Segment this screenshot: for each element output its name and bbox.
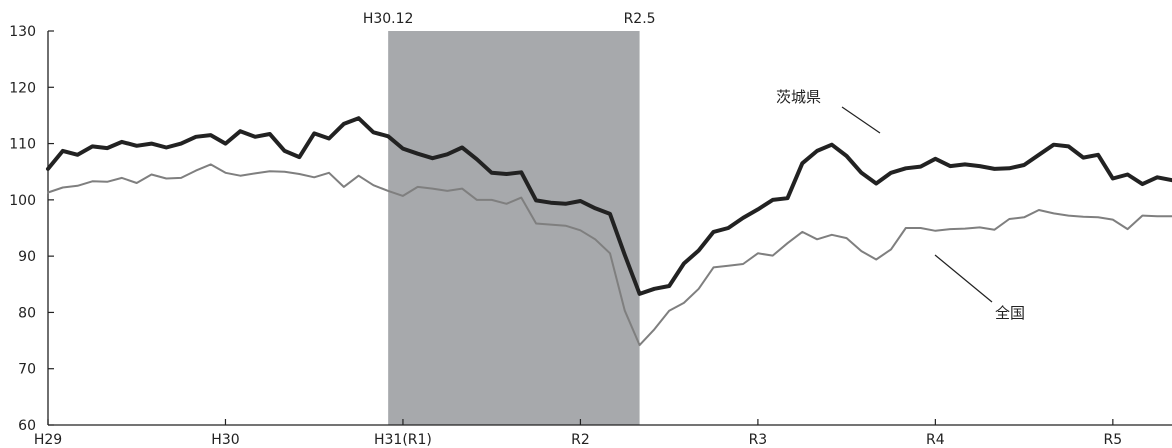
x-tick-label: R5 xyxy=(1104,432,1123,448)
x-tick-label: R2 xyxy=(571,432,590,448)
shaded-region xyxy=(388,31,640,425)
x-tick-label: R3 xyxy=(749,432,768,448)
series-labels: 茨城県 全国 xyxy=(776,88,1025,322)
shaded-region-layer: H30.12 R2.5 xyxy=(363,11,656,425)
y-tick-label: 100 xyxy=(9,193,36,209)
y-tick-label: 90 xyxy=(18,249,36,265)
y-tick-label: 70 xyxy=(18,362,36,378)
y-tick-label: 80 xyxy=(18,305,36,321)
x-tick-label: H31(R1) xyxy=(374,432,432,448)
series-label-ibaraki: 茨城県 xyxy=(776,88,821,106)
shaded-region-end-label: R2.5 xyxy=(624,11,656,27)
series-line-ibaraki xyxy=(46,116,1172,296)
series-label-zenkoku: 全国 xyxy=(995,304,1025,322)
x-tick-label: H29 xyxy=(34,432,62,448)
y-tick-label: 60 xyxy=(18,418,36,434)
x-tick-label: R4 xyxy=(926,432,945,448)
series-line-zenkoku xyxy=(47,163,1172,347)
y-tick-label: 120 xyxy=(9,80,36,96)
ibaraki-label-leader xyxy=(841,106,881,134)
series-layer xyxy=(46,116,1172,347)
axes: 60 70 80 90 100 110 120 130 H29 H30 H31(R1) R2 R3 R4 R… xyxy=(9,24,1172,448)
zenkoku-label-leader xyxy=(934,254,993,303)
y-tick-label: 110 xyxy=(9,137,36,153)
x-tick-label: H30 xyxy=(211,432,239,448)
shaded-region-start-label: H30.12 xyxy=(363,11,414,27)
y-tick-label: 130 xyxy=(9,24,36,40)
